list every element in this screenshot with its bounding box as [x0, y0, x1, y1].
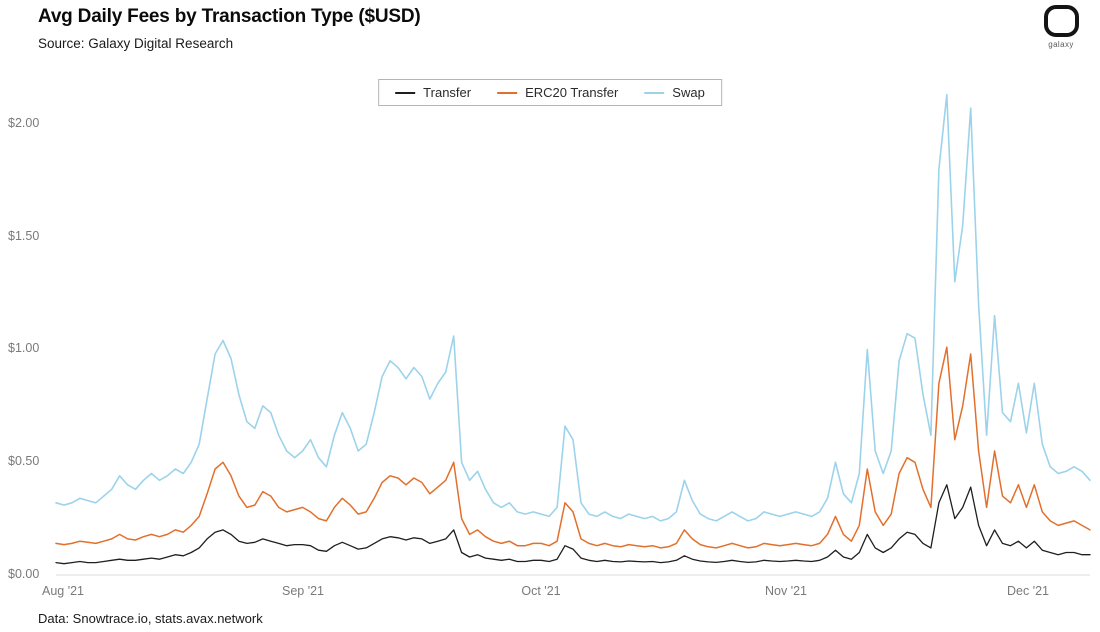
erc20-transfer-line-marker	[497, 91, 518, 94]
x-axis-label-sep: Sep '21	[281, 584, 325, 598]
swap-line-marker	[644, 91, 665, 94]
y-axis-label-0.50: $0.50	[8, 454, 40, 468]
y-axis-label-1.50: $1.50	[8, 229, 40, 243]
legend-item-transfer: Transfer	[395, 85, 471, 100]
series-line-erc20-transfer	[55, 346, 1091, 549]
y-axis-label-1.00: $1.00	[8, 341, 40, 355]
legend-label-transfer: Transfer	[423, 85, 472, 100]
series-line-swap	[55, 93, 1091, 522]
legend-item-swap: Swap	[644, 85, 705, 100]
series-line-transfer	[55, 484, 1091, 565]
transfer-line-marker	[395, 91, 416, 94]
x-axis-label-dec: Dec '21	[1007, 584, 1049, 598]
source-subtitle: Source: Galaxy Digital Research	[38, 36, 234, 51]
galaxy-logo-label: galaxy	[1048, 40, 1074, 49]
legend-label-erc20-transfer: ERC20 Transfer	[525, 85, 619, 100]
legend-label-swap: Swap	[672, 85, 705, 100]
x-axis-label-aug: Aug '21	[41, 584, 85, 598]
galaxy-logo: galaxy	[1038, 5, 1084, 49]
x-axis-label-nov: Nov '21	[765, 584, 807, 598]
page-title: Avg Daily Fees by Transaction Type ($USD…	[38, 6, 421, 27]
y-axis-label-0.00: $0.00	[8, 567, 40, 581]
y-axis-label-2.00: $2.00	[8, 116, 40, 130]
chart-legend: Transfer ERC20 Transfer Swap	[378, 79, 722, 106]
galaxy-logo-icon	[1043, 5, 1079, 37]
x-axis-label-oct: Oct '21	[521, 584, 561, 598]
legend-item-erc20-transfer: ERC20 Transfer	[497, 85, 618, 100]
data-source-note: Data: Snowtrace.io, stats.avax.network	[38, 611, 263, 626]
